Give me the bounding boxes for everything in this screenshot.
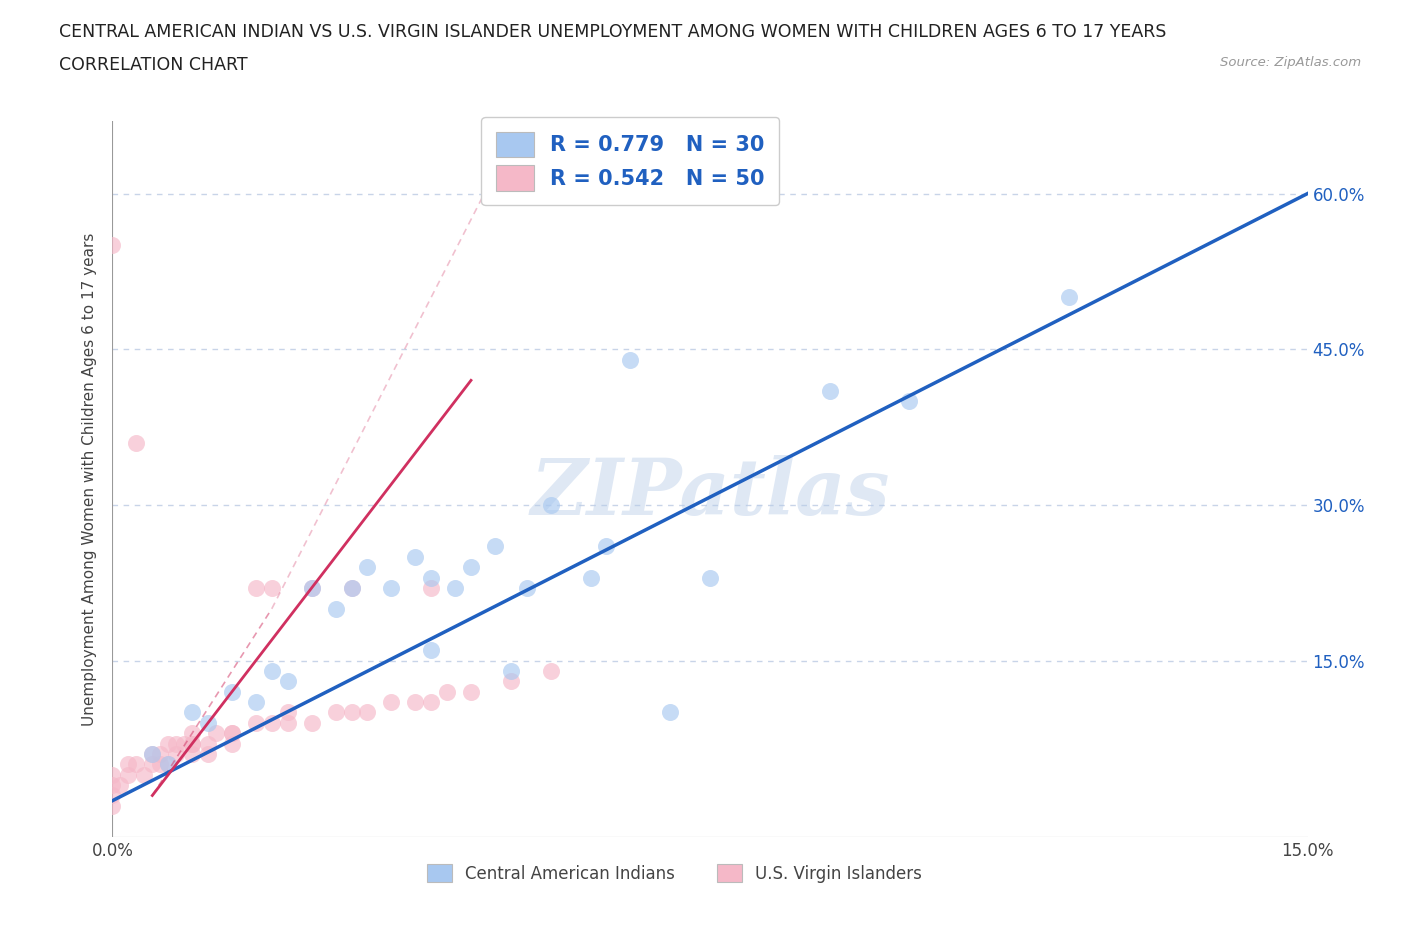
Point bbox=[404, 550, 426, 565]
Point bbox=[340, 705, 363, 720]
Point bbox=[181, 747, 204, 762]
Point bbox=[499, 674, 522, 689]
Point bbox=[484, 539, 506, 554]
Point bbox=[141, 747, 163, 762]
Point bbox=[356, 705, 378, 720]
Point bbox=[444, 580, 467, 595]
Point bbox=[380, 580, 402, 595]
Point bbox=[499, 663, 522, 678]
Point bbox=[420, 580, 443, 595]
Point bbox=[117, 767, 139, 782]
Point bbox=[117, 757, 139, 772]
Point bbox=[301, 715, 323, 730]
Point bbox=[221, 725, 243, 740]
Point bbox=[460, 560, 482, 575]
Point bbox=[516, 580, 538, 595]
Text: ZIPatlas: ZIPatlas bbox=[530, 455, 890, 532]
Point bbox=[404, 695, 426, 710]
Point bbox=[699, 570, 721, 585]
Point bbox=[197, 715, 219, 730]
Point bbox=[181, 725, 204, 740]
Point bbox=[277, 705, 299, 720]
Point bbox=[818, 383, 841, 398]
Point bbox=[173, 737, 195, 751]
Point bbox=[221, 725, 243, 740]
Point bbox=[157, 757, 180, 772]
Point bbox=[141, 747, 163, 762]
Point bbox=[260, 715, 283, 730]
Point bbox=[101, 777, 124, 792]
Point bbox=[340, 580, 363, 595]
Point bbox=[898, 393, 921, 408]
Point bbox=[165, 747, 187, 762]
Point bbox=[101, 788, 124, 803]
Point bbox=[157, 757, 180, 772]
Point bbox=[245, 580, 267, 595]
Point bbox=[181, 737, 204, 751]
Point bbox=[380, 695, 402, 710]
Point bbox=[101, 799, 124, 814]
Point bbox=[165, 737, 187, 751]
Point bbox=[325, 705, 347, 720]
Point bbox=[157, 737, 180, 751]
Point bbox=[420, 570, 443, 585]
Point bbox=[595, 539, 617, 554]
Point bbox=[619, 352, 641, 367]
Point bbox=[420, 643, 443, 658]
Point bbox=[197, 737, 219, 751]
Point bbox=[277, 715, 299, 730]
Point bbox=[356, 560, 378, 575]
Point bbox=[277, 674, 299, 689]
Point bbox=[125, 757, 148, 772]
Text: Source: ZipAtlas.com: Source: ZipAtlas.com bbox=[1220, 56, 1361, 69]
Point bbox=[460, 684, 482, 699]
Point bbox=[260, 580, 283, 595]
Point bbox=[260, 663, 283, 678]
Point bbox=[181, 737, 204, 751]
Point bbox=[301, 580, 323, 595]
Point bbox=[134, 767, 156, 782]
Y-axis label: Unemployment Among Women with Children Ages 6 to 17 years: Unemployment Among Women with Children A… bbox=[82, 232, 97, 725]
Point bbox=[540, 663, 562, 678]
Text: CORRELATION CHART: CORRELATION CHART bbox=[59, 56, 247, 73]
Point bbox=[221, 684, 243, 699]
Point bbox=[340, 580, 363, 595]
Point bbox=[205, 725, 228, 740]
Text: CENTRAL AMERICAN INDIAN VS U.S. VIRGIN ISLANDER UNEMPLOYMENT AMONG WOMEN WITH CH: CENTRAL AMERICAN INDIAN VS U.S. VIRGIN I… bbox=[59, 23, 1167, 41]
Point bbox=[659, 705, 682, 720]
Point bbox=[197, 747, 219, 762]
Point bbox=[540, 498, 562, 512]
Point bbox=[181, 705, 204, 720]
Point bbox=[1057, 290, 1080, 305]
Point bbox=[149, 747, 172, 762]
Point bbox=[110, 777, 132, 792]
Point bbox=[436, 684, 458, 699]
Point bbox=[420, 695, 443, 710]
Point bbox=[141, 757, 163, 772]
Point bbox=[101, 767, 124, 782]
Point bbox=[325, 601, 347, 616]
Point bbox=[125, 435, 148, 450]
Legend: Central American Indians, U.S. Virgin Islanders: Central American Indians, U.S. Virgin Is… bbox=[420, 857, 928, 889]
Point bbox=[221, 737, 243, 751]
Point bbox=[301, 580, 323, 595]
Point bbox=[101, 238, 124, 253]
Point bbox=[149, 757, 172, 772]
Point bbox=[579, 570, 602, 585]
Point bbox=[245, 695, 267, 710]
Point bbox=[245, 715, 267, 730]
